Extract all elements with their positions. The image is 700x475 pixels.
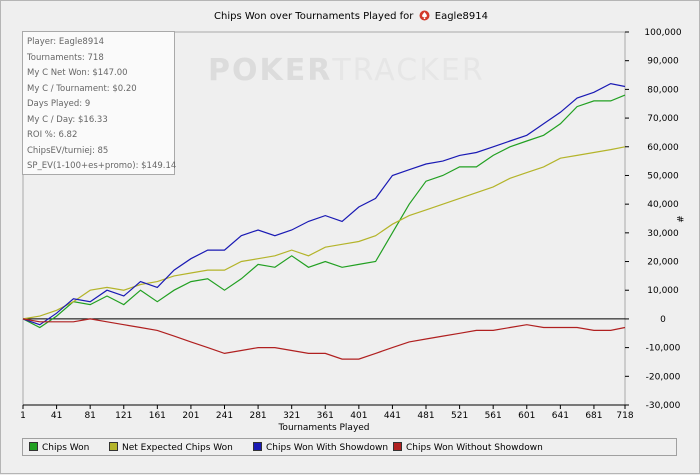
x-tick-label: 561 — [485, 411, 502, 421]
series-line-net-expected-chips-won — [22, 146, 626, 320]
y-tick-label: -20,000 — [646, 372, 681, 382]
y-tick-label: 20,000 — [647, 258, 679, 268]
y-tick-label: 30,000 — [647, 229, 679, 239]
y-tick-label: 90,000 — [647, 57, 679, 67]
x-tick-label: 361 — [317, 411, 334, 421]
legend-item-chips-won-with-showdown[interactable]: Chips Won With Showdown — [253, 442, 388, 454]
legend-swatch — [29, 442, 38, 451]
pokertracker-watermark: POKERTRACKER — [208, 53, 485, 88]
x-tick-label: 641 — [552, 411, 569, 421]
title-text: Chips Won over Tournaments Played for — [214, 11, 414, 22]
x-tick-label: 718 — [616, 411, 633, 421]
y-tick-label: -30,000 — [646, 401, 681, 411]
stats-line: Player: Eagle8914 — [27, 37, 105, 47]
legend-label: Chips Won — [42, 443, 90, 453]
series-line-chips-won-with-showdown — [22, 82, 626, 326]
stats-line: SP_EV(1-100+es+promo): $149.14 — [27, 161, 177, 171]
stats-line: My C Net Won: $147.00 — [27, 68, 128, 78]
x-axis-ticks: 1 41 81 121 161 201 241 281 321 361 401 441 481 521 56… — [20, 405, 634, 421]
x-tick-label: 281 — [249, 411, 266, 421]
stats-line: My C / Day: $16.33 — [27, 114, 108, 125]
legend-label: Chips Won Without Showdown — [406, 443, 543, 453]
stats-line: ROI %: 6.82 — [27, 130, 78, 140]
x-tick-label: 41 — [51, 411, 62, 421]
x-tick-label: 441 — [384, 411, 401, 421]
x-tick-label: 521 — [451, 411, 468, 421]
legend-item-chips-won[interactable]: Chips Won — [29, 442, 89, 454]
stats-line: Days Played: 9 — [27, 99, 91, 109]
stats-line: Tournaments: 718 — [27, 52, 104, 63]
legend-item-chips-won-without-showdown[interactable]: Chips Won Without Showdown — [393, 442, 543, 454]
y-tick-label: 70,000 — [647, 114, 679, 124]
x-tick-label: 121 — [115, 411, 132, 421]
legend-label: Net Expected Chips Won — [122, 443, 233, 453]
y-tick-label: 10,000 — [647, 286, 679, 296]
x-tick-label: 321 — [283, 411, 300, 421]
chart-legend: Chips Won Net Expected Chips Won Chips Won… — [22, 438, 677, 456]
x-tick-label: 161 — [149, 411, 166, 421]
x-tick-label: 201 — [182, 411, 199, 421]
x-tick-label: 681 — [585, 411, 602, 421]
series-layer — [22, 82, 626, 360]
x-tick-label: 481 — [417, 411, 434, 421]
y-tick-label: 40,000 — [647, 200, 679, 210]
stats-line: My C / Tournament: $0.20 — [27, 83, 137, 94]
y-tick-label: 60,000 — [647, 143, 679, 153]
poker-spade-icon — [419, 10, 430, 24]
y-tick-label: 50,000 — [647, 171, 679, 181]
y-axis-label: # — [674, 215, 684, 223]
x-tick-label: 401 — [350, 411, 367, 421]
y-axis-ticks: -30,000 -20,000 -10,000 0 10,000 20,000 30,000… — [625, 28, 682, 411]
legend-item-net-expected-chips-won[interactable]: Net Expected Chips Won — [109, 442, 233, 454]
y-tick-label: -10,000 — [646, 344, 681, 354]
series-line-chips-won — [22, 94, 626, 329]
stats-box: Player: Eagle8914 Tournaments: 718 My C Ne… — [22, 31, 177, 175]
legend-swatch — [393, 442, 402, 451]
legend-swatch — [109, 442, 118, 451]
legend-swatch — [253, 442, 262, 451]
x-tick-label: 601 — [518, 411, 535, 421]
y-tick-label: 80,000 — [647, 85, 679, 95]
y-tick-label: 100,000 — [644, 28, 681, 38]
series-line-chips-won-without-showdown — [22, 318, 626, 360]
x-tick-label: 81 — [84, 411, 95, 421]
x-axis-label: Tournaments Played — [277, 423, 369, 433]
y-tick-label: 0 — [660, 315, 666, 325]
legend-label: Chips Won With Showdown — [266, 443, 389, 453]
x-tick-label: 1 — [20, 411, 26, 421]
player-name: Eagle8914 — [434, 11, 488, 22]
stats-line: ChipsEV/turniej: 85 — [27, 145, 109, 156]
x-tick-label: 241 — [216, 411, 233, 421]
chart-title: Chips Won over Tournaments Played for Ea… — [1, 10, 700, 24]
